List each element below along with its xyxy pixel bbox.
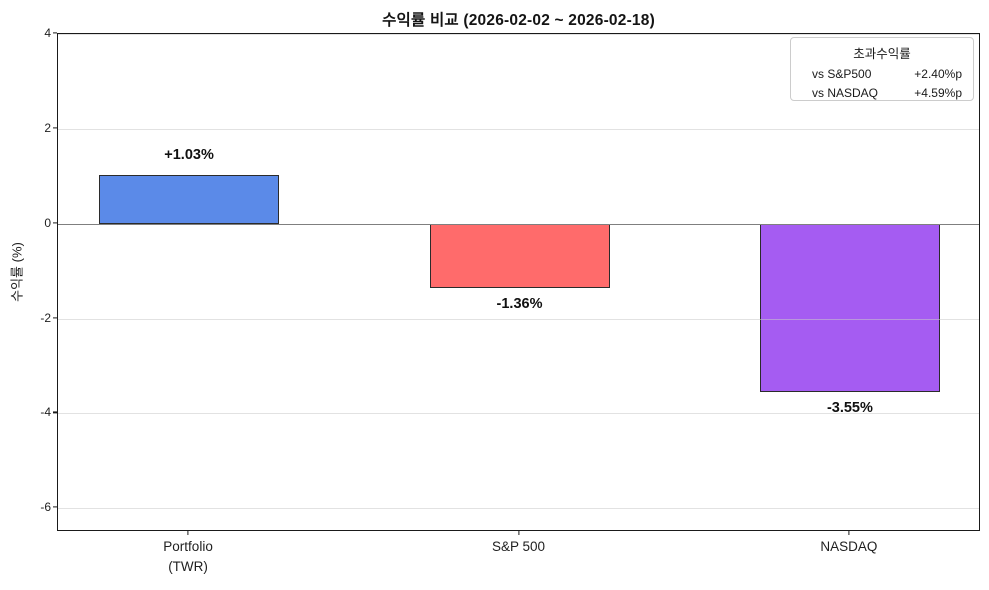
y-tick-label: 0 (44, 215, 51, 230)
y-tick-label: 4 (44, 26, 51, 40)
x-tick-label: NASDAQ (820, 539, 878, 554)
chart-title: 수익률 비교 (2026-02-02 ~ 2026-02-18) (382, 12, 655, 29)
bar-0 (99, 174, 280, 224)
legend-item-label: vs NASDAQ (812, 85, 879, 100)
plot-area: +1.03% -1.36% -3.55% (57, 33, 980, 531)
y-axis-label: 수익률 (%) (9, 242, 25, 302)
x-tick-mark (848, 531, 850, 535)
y-tick-label: -6 (40, 500, 51, 515)
gridline (58, 128, 979, 130)
bar-value-label: -3.55% (826, 400, 873, 417)
x-tick-mark (517, 531, 520, 535)
bar-value-label: -1.36% (496, 296, 543, 313)
y-tick-mark (53, 506, 57, 508)
legend-item-label: vs S&P500 (812, 67, 872, 81)
legend-item-value: +4.59%p (914, 85, 962, 100)
x-tick-label: Portfolio (TWR) (163, 539, 213, 574)
bar-2 (759, 223, 940, 393)
y-tick-mark (53, 32, 57, 34)
gridline (58, 508, 979, 510)
y-tick-label: -4 (40, 405, 51, 420)
y-tick-mark (53, 411, 57, 414)
legend-title: 초과수익률 (853, 47, 911, 61)
y-tick-label: 2 (44, 120, 51, 135)
x-tick-label: S&P 500 (491, 539, 546, 554)
bar-value-label: +1.03% (164, 146, 214, 163)
legend-item-nasdaq: vs NASDAQ +4.59%p (812, 84, 962, 103)
gridline (58, 34, 979, 35)
y-tick-label: -2 (40, 310, 51, 325)
legend-item-value: +2.40%p (914, 67, 962, 81)
y-tick-mark (53, 222, 57, 224)
y-tick-mark (53, 127, 57, 129)
legend-item-sp500: vs S&P500 +2.40%p (812, 65, 962, 84)
legend-excess-return: 초과수익률 vs S&P500 +2.40%p vs NASDAQ +4.59%… (790, 37, 974, 101)
x-tick-mark (187, 531, 189, 535)
bar-1 (429, 223, 610, 289)
y-tick-mark (53, 316, 57, 319)
